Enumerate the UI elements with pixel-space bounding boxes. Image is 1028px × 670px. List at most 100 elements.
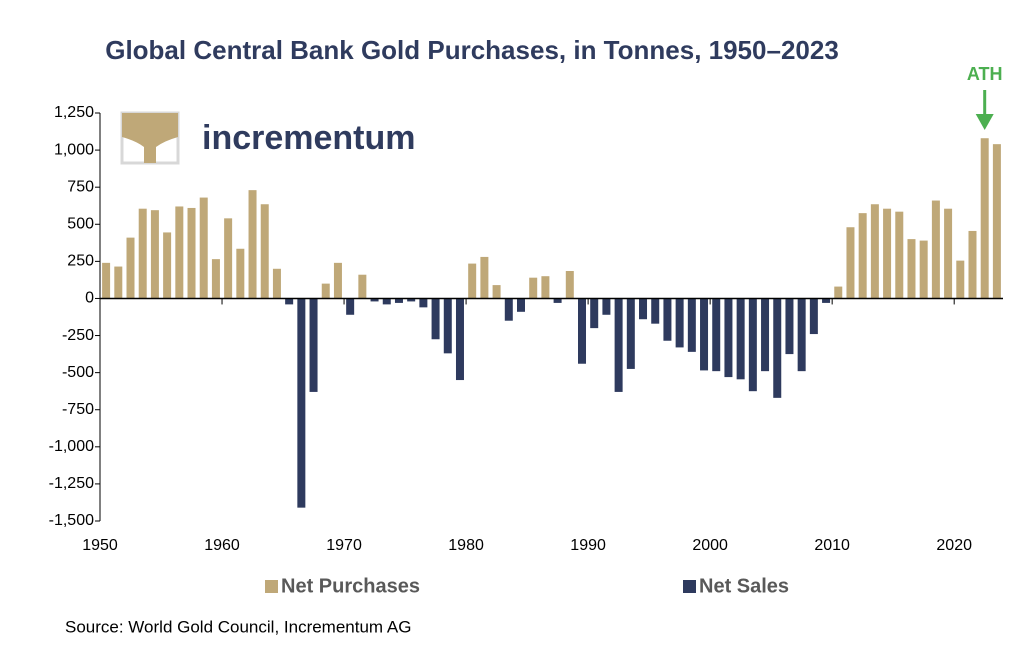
- x-tick-label: 2000: [692, 537, 728, 554]
- bar: [614, 298, 623, 392]
- bar: [443, 298, 452, 354]
- bar: [870, 204, 879, 299]
- bar: [822, 298, 831, 303]
- y-tick-label: 750: [67, 178, 94, 195]
- bar: [248, 190, 257, 299]
- bar: [199, 197, 208, 299]
- logo-icon: [120, 111, 180, 165]
- legend-swatch: [265, 580, 278, 593]
- bar: [748, 298, 757, 392]
- x-tick-label: 1990: [570, 537, 606, 554]
- bar: [529, 277, 538, 299]
- x-tick-label: 1980: [448, 537, 484, 554]
- bar: [797, 298, 806, 372]
- bar: [541, 276, 550, 299]
- bar: [858, 213, 867, 299]
- bar: [236, 248, 245, 299]
- bar: [651, 298, 660, 324]
- annotation: ATH: [967, 64, 1003, 84]
- bar: [944, 208, 953, 299]
- bar: [602, 298, 611, 315]
- bar: [114, 266, 123, 299]
- bar: [639, 298, 648, 320]
- bar: [992, 144, 1001, 299]
- bar: [895, 211, 904, 299]
- bar: [211, 259, 220, 299]
- bar: [907, 239, 916, 299]
- y-tick-label: -500: [62, 364, 94, 381]
- bar: [736, 298, 745, 380]
- legend-swatch: [683, 580, 696, 593]
- y-tick-label: 0: [85, 290, 94, 307]
- y-tick-label: 500: [67, 215, 94, 232]
- bar: [126, 237, 135, 299]
- bar: [163, 232, 172, 299]
- bar: [102, 262, 111, 299]
- bar: [773, 298, 782, 398]
- annotation-arrowhead: [975, 114, 994, 130]
- y-tick-label: -1,250: [49, 475, 94, 492]
- y-tick-label: 1,000: [54, 141, 94, 158]
- bar: [504, 298, 513, 321]
- bar: [663, 298, 672, 341]
- x-tick-label: 2020: [936, 537, 972, 554]
- bar: [578, 298, 587, 364]
- bar: [431, 298, 440, 340]
- y-tick-label: -1,500: [49, 512, 94, 529]
- bar: [394, 298, 403, 303]
- x-tick-label: 1950: [82, 537, 118, 554]
- bar: [687, 298, 696, 352]
- legend-label: Net Sales: [699, 575, 789, 597]
- source: Source: World Gold Council, Incrementum …: [65, 617, 411, 636]
- bar: [492, 285, 501, 299]
- x-tick-label: 1970: [326, 537, 362, 554]
- bar: [956, 260, 965, 299]
- bar: [138, 208, 147, 299]
- bar: [297, 298, 306, 508]
- logo-text: incrementum: [202, 119, 416, 157]
- bar: [590, 298, 599, 329]
- bar: [846, 227, 855, 299]
- bar: [919, 240, 928, 299]
- bar: [224, 218, 233, 299]
- bar: [419, 298, 428, 308]
- bar: [346, 298, 355, 315]
- bar: [382, 298, 391, 305]
- y-tick-label: 250: [67, 253, 94, 270]
- bar: [516, 298, 525, 312]
- x-tick-label: 2010: [814, 537, 850, 554]
- chart-title: Global Central Bank Gold Purchases, in T…: [105, 35, 839, 65]
- bar: [407, 298, 416, 302]
- x-tick-label: 1960: [204, 537, 240, 554]
- bar: [968, 230, 977, 299]
- y-tick-label: 1,250: [54, 104, 94, 121]
- bar: [626, 298, 635, 369]
- bar: [785, 298, 794, 355]
- y-tick-label: -250: [62, 327, 94, 344]
- bar: [883, 208, 892, 299]
- bar: [175, 206, 184, 299]
- bar: [675, 298, 684, 348]
- bar: [309, 298, 318, 392]
- bar: [321, 283, 330, 299]
- bar: [724, 298, 733, 378]
- bar: [980, 138, 989, 299]
- bar: [455, 298, 464, 381]
- bar: [260, 204, 269, 299]
- bar: [333, 262, 342, 299]
- bar: [712, 298, 721, 372]
- bar: [468, 263, 477, 299]
- bar: [565, 271, 574, 299]
- y-tick-label: -1,000: [49, 438, 94, 455]
- bar: [150, 210, 159, 299]
- y-tick-label: -750: [62, 401, 94, 418]
- bar: [272, 268, 281, 299]
- bar: [187, 207, 196, 299]
- bar: [834, 286, 843, 299]
- bar: [931, 200, 940, 299]
- bar: [700, 298, 709, 371]
- bar: [761, 298, 770, 372]
- bar: [480, 256, 489, 299]
- bar: [285, 298, 294, 305]
